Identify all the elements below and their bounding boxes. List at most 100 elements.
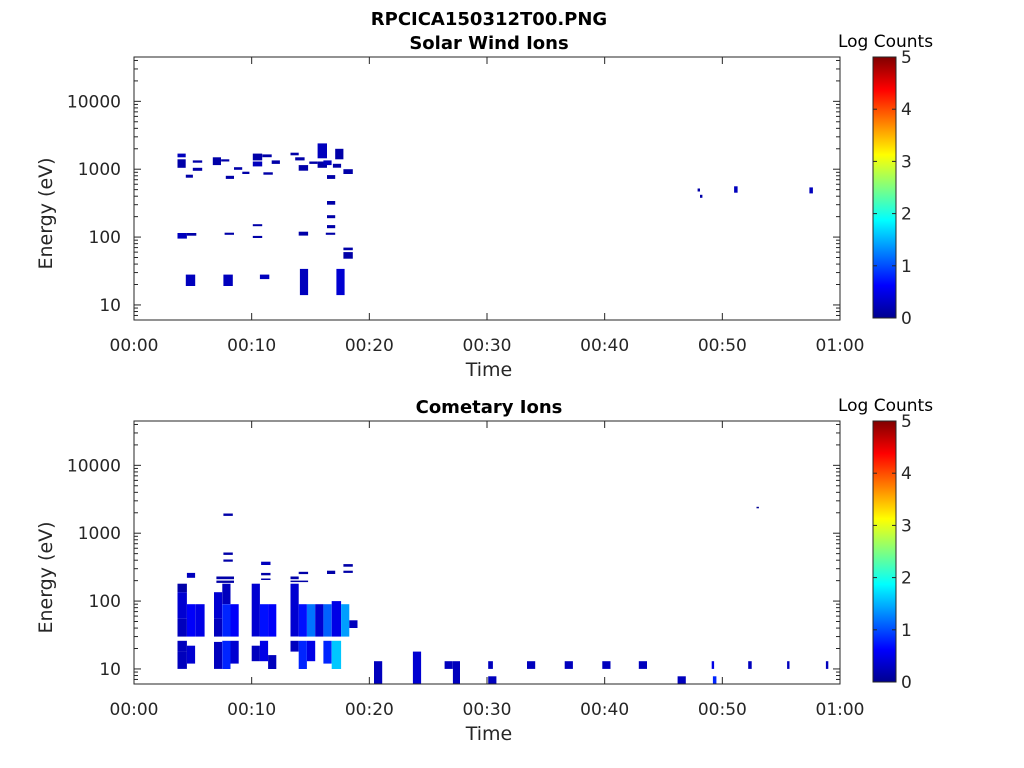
colorbar-tick-label: 2 bbox=[901, 569, 912, 589]
heatmap-cell bbox=[527, 661, 536, 669]
x-tick-labels: 00:00 00:10 00:20 00:30 00:40 00:50 01:0… bbox=[110, 700, 865, 720]
heatmap-cell bbox=[186, 645, 196, 664]
panel-title: Solar Wind Ions bbox=[409, 33, 568, 54]
heatmap-cell bbox=[317, 143, 327, 159]
colorbar-ticks bbox=[873, 56, 896, 319]
heatmap-cell bbox=[271, 160, 280, 164]
heatmap-cell bbox=[488, 676, 497, 684]
plot-frame bbox=[133, 420, 841, 685]
heatmap-cell bbox=[343, 169, 353, 174]
heatmap-cell bbox=[252, 224, 263, 227]
heatmap-cell bbox=[488, 661, 493, 669]
heatmap-cell bbox=[223, 552, 233, 555]
heatmap-cell bbox=[261, 561, 271, 565]
heatmap-cell bbox=[290, 583, 299, 637]
y-tick-label: 1000 bbox=[78, 160, 121, 180]
x-tick-label: 00:40 bbox=[580, 336, 629, 356]
heatmap-cell bbox=[564, 661, 573, 669]
heatmap-cell bbox=[262, 154, 272, 158]
colorbar-tick-label: 4 bbox=[901, 100, 912, 120]
heatmap-cell bbox=[307, 604, 316, 637]
heatmap-cell bbox=[700, 194, 703, 198]
heatmap-cell bbox=[214, 618, 223, 637]
heatmap-cell bbox=[331, 640, 342, 669]
heatmap-cell bbox=[343, 564, 353, 567]
colorbar-gradient bbox=[872, 56, 897, 319]
heatmap-cell bbox=[825, 661, 829, 669]
heatmap-cell bbox=[343, 247, 353, 251]
heatmap-cell bbox=[295, 157, 305, 161]
axis-ticks bbox=[133, 421, 841, 685]
heatmap-cell bbox=[222, 583, 231, 605]
heatmap-cell bbox=[298, 165, 309, 171]
y-tick-label: 100 bbox=[89, 592, 121, 612]
heatmap-cell bbox=[711, 661, 715, 669]
heatmap-cell bbox=[177, 153, 186, 158]
heatmap-cell bbox=[290, 152, 299, 156]
heatmap-cell bbox=[195, 604, 205, 637]
heatmap-cell bbox=[224, 232, 234, 235]
heatmap-cell bbox=[323, 160, 332, 166]
cometary-panel: Cometary Ions 10 100 1000 10000 00:00 00… bbox=[35, 396, 933, 745]
x-tick-label: 00:20 bbox=[345, 336, 394, 356]
heatmap-cell bbox=[343, 570, 353, 573]
heatmap-cell bbox=[787, 661, 790, 669]
heatmap-cell bbox=[336, 268, 345, 296]
y-tick-label: 10 bbox=[99, 296, 121, 316]
heatmap-cell bbox=[315, 604, 324, 637]
heatmap-cell bbox=[223, 274, 233, 286]
colorbar: 0 1 2 3 4 5 Log Counts bbox=[838, 32, 933, 329]
heatmap-cell bbox=[268, 655, 277, 669]
heatmap-cell bbox=[252, 153, 263, 161]
y-tick-label: 10 bbox=[99, 660, 121, 680]
colorbar-title: Log Counts bbox=[838, 396, 933, 416]
colorbar-tick-label: 3 bbox=[901, 516, 912, 536]
heatmap-cell bbox=[261, 572, 271, 576]
heatmap-cell bbox=[177, 651, 187, 669]
heatmap-cell bbox=[307, 640, 316, 662]
heatmap-cell bbox=[298, 604, 307, 637]
heatmap-cell bbox=[327, 201, 336, 205]
heatmap-cell bbox=[331, 601, 342, 637]
heatmap-cell bbox=[327, 225, 336, 229]
heatmap-cell bbox=[259, 640, 269, 662]
heatmap-cell bbox=[192, 160, 203, 163]
heatmap-cell bbox=[327, 570, 336, 574]
heatmap-cell bbox=[341, 604, 350, 637]
heatmap-cell bbox=[177, 592, 187, 619]
heatmap-cell bbox=[177, 233, 187, 239]
y-tick-label: 100 bbox=[89, 228, 121, 248]
heatmap-cell bbox=[412, 651, 422, 684]
colorbar-title: Log Counts bbox=[838, 32, 933, 52]
colorbar-tick-label: 5 bbox=[901, 412, 912, 432]
heatmap-cell bbox=[251, 583, 260, 637]
x-tick-label: 00:00 bbox=[110, 700, 159, 720]
heatmap-cell bbox=[327, 215, 336, 219]
heatmap-cell bbox=[327, 175, 336, 179]
heatmap-cell bbox=[349, 620, 358, 628]
x-axis-label: Time bbox=[465, 723, 513, 745]
y-tick-label: 10000 bbox=[67, 456, 121, 476]
heatmap-cell bbox=[221, 159, 230, 162]
colorbar-tick-label: 1 bbox=[901, 257, 912, 277]
y-tick-labels: 10 100 1000 10000 bbox=[67, 456, 121, 680]
heatmap-cell bbox=[290, 576, 299, 580]
solar-wind-panel: Solar Wind Ions 10 100 1000 10000 00:00 … bbox=[35, 32, 933, 381]
heatmap-cell bbox=[748, 661, 752, 669]
y-tick-label: 1000 bbox=[78, 524, 121, 544]
x-tick-label: 00:30 bbox=[463, 700, 512, 720]
heatmap-cell bbox=[374, 661, 383, 684]
heatmap-cells bbox=[177, 506, 829, 684]
heatmap-cell bbox=[192, 167, 203, 171]
colorbar-tick-label: 0 bbox=[901, 309, 912, 329]
heatmap-cell bbox=[697, 188, 700, 192]
heatmap-cell bbox=[444, 661, 453, 669]
heatmap-cell bbox=[252, 235, 263, 238]
x-tick-label: 00:20 bbox=[345, 700, 394, 720]
heatmap-cell bbox=[177, 159, 186, 168]
heatmap-cell bbox=[712, 676, 717, 684]
heatmap-cell bbox=[186, 572, 196, 578]
heatmap-cell bbox=[299, 268, 309, 296]
x-tick-label: 00:50 bbox=[698, 336, 747, 356]
